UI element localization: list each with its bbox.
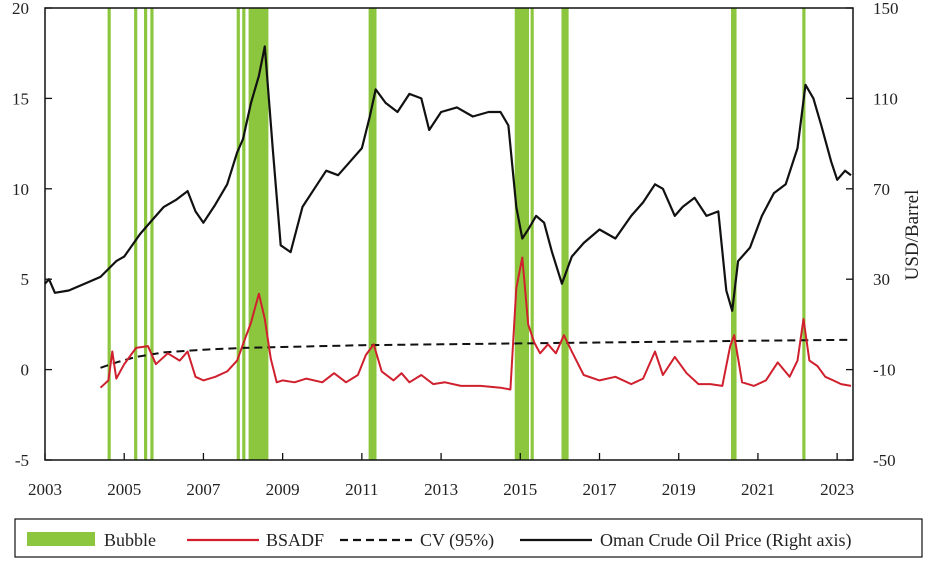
x-tick-label-4: 2011 bbox=[345, 480, 378, 499]
legend-label-cv: CV (95%) bbox=[420, 530, 494, 551]
x-tick-label-2: 2007 bbox=[186, 480, 221, 499]
y-left-tick-label-2: 5 bbox=[21, 270, 30, 289]
legend-label-oil: Oman Crude Oil Price (Right axis) bbox=[600, 530, 851, 551]
y-left-tick-label-4: 15 bbox=[12, 89, 29, 108]
bubble-band-9 bbox=[530, 8, 534, 460]
bubble-band-6 bbox=[248, 8, 269, 460]
y-right-tick-label-5: 150 bbox=[873, 0, 899, 18]
y-left-tick-label-1: 0 bbox=[21, 361, 30, 380]
series-bsadf bbox=[99, 256, 852, 391]
x-tick-label-1: 2005 bbox=[107, 480, 141, 499]
legend: Bubble BSADF CV (95%) Oman Crude Oil Price … bbox=[14, 518, 923, 558]
bubble-band-5 bbox=[242, 8, 246, 460]
series-oman-oil-price bbox=[44, 45, 852, 312]
legend-swatch-bubble bbox=[27, 532, 95, 546]
legend-box bbox=[14, 518, 923, 558]
bubble-band-7 bbox=[368, 8, 377, 460]
bubble-band-12 bbox=[802, 8, 806, 460]
bubble-band-2 bbox=[144, 8, 148, 460]
y-right-tick-label-4: 110 bbox=[873, 89, 898, 108]
y-right-tick-label-3: 70 bbox=[873, 180, 890, 199]
y-left-tick-label-3: 10 bbox=[12, 180, 29, 199]
x-tick-label-5: 2013 bbox=[424, 480, 458, 499]
legend-label-bubble: Bubble bbox=[104, 530, 156, 550]
x-tick-label-7: 2017 bbox=[583, 480, 618, 499]
x-tick-label-9: 2021 bbox=[741, 480, 775, 499]
bubble-bands bbox=[107, 8, 806, 460]
x-tick-label-10: 2023 bbox=[820, 480, 854, 499]
x-tick-label-8: 2019 bbox=[662, 480, 696, 499]
series-cv-95 bbox=[100, 338, 852, 369]
plot-area-frame bbox=[44, 7, 854, 461]
bubble-band-0 bbox=[107, 8, 111, 460]
y-left-tick-label-0: -5 bbox=[15, 451, 29, 470]
x-tick-label-3: 2009 bbox=[266, 480, 300, 499]
right-axis-title: USD/Barrel bbox=[902, 190, 923, 281]
x-tick-label-6: 2015 bbox=[503, 480, 537, 499]
y-left-tick-label-5: 20 bbox=[12, 0, 29, 18]
series-lines bbox=[44, 45, 852, 391]
axis-ticks bbox=[44, 7, 853, 461]
y-right-tick-label-2: 30 bbox=[873, 270, 890, 289]
bubble-band-3 bbox=[150, 8, 154, 460]
y-right-tick-label-1: -10 bbox=[873, 361, 896, 380]
y-right-tick-label-0: -50 bbox=[873, 451, 896, 470]
bubble-band-1 bbox=[134, 8, 138, 460]
x-tick-label-0: 2003 bbox=[28, 480, 62, 499]
legend-label-bsadf: BSADF bbox=[266, 530, 324, 550]
bubble-band-11 bbox=[731, 8, 737, 460]
bubble-band-4 bbox=[236, 8, 240, 460]
axis-labels: 2003 2005 2007 2009 2011 2013 2015 2017 2019 2021… bbox=[12, 0, 899, 499]
bubble-band-10 bbox=[561, 8, 569, 460]
